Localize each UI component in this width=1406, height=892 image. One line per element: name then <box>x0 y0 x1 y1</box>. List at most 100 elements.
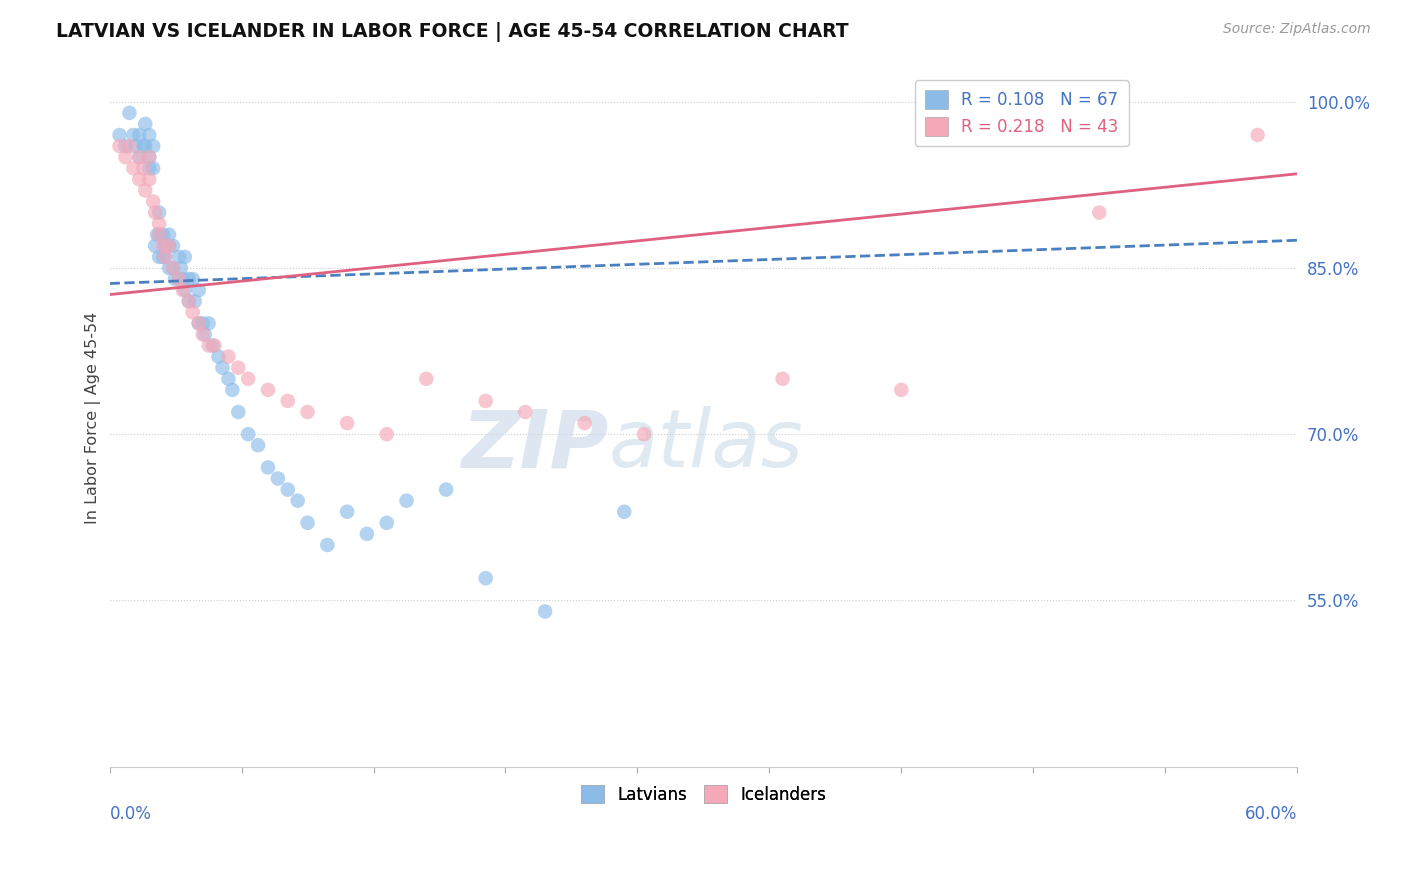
Point <box>153 250 176 264</box>
Point <box>132 139 155 153</box>
Point <box>434 483 457 497</box>
Point <box>142 139 165 153</box>
Text: 60.0%: 60.0% <box>1244 805 1298 823</box>
Point <box>124 139 146 153</box>
Point <box>356 527 378 541</box>
Point <box>633 427 655 442</box>
Point <box>474 571 496 585</box>
Point <box>138 128 160 142</box>
Point <box>173 283 195 297</box>
Text: 0.0%: 0.0% <box>110 805 152 823</box>
Point <box>375 427 398 442</box>
Point <box>395 493 418 508</box>
Point <box>197 338 219 352</box>
Point <box>217 350 239 364</box>
Point <box>238 372 260 386</box>
Point <box>211 360 233 375</box>
Point <box>153 250 176 264</box>
Point <box>148 227 170 242</box>
Point <box>138 150 160 164</box>
Text: atlas: atlas <box>609 407 803 484</box>
Point <box>197 317 219 331</box>
Point <box>162 239 184 253</box>
Point <box>128 150 150 164</box>
Y-axis label: In Labor Force | Age 45-54: In Labor Force | Age 45-54 <box>86 311 101 524</box>
Point <box>134 117 156 131</box>
Point <box>162 260 184 275</box>
Point <box>217 372 239 386</box>
Point <box>167 272 190 286</box>
Point <box>146 227 169 242</box>
Point <box>128 172 150 186</box>
Point <box>108 139 131 153</box>
Point <box>138 150 160 164</box>
Point <box>194 327 217 342</box>
Point <box>163 272 186 286</box>
Point <box>132 161 155 176</box>
Point <box>238 427 260 442</box>
Point <box>152 239 174 253</box>
Point <box>152 227 174 242</box>
Point <box>167 272 190 286</box>
Point <box>201 338 224 352</box>
Point <box>128 128 150 142</box>
Point <box>122 128 145 142</box>
Point <box>167 250 190 264</box>
Point <box>152 250 174 264</box>
Point <box>153 239 176 253</box>
Point <box>415 372 437 386</box>
Point <box>157 239 180 253</box>
Point <box>122 161 145 176</box>
Point <box>375 516 398 530</box>
Text: ZIP: ZIP <box>461 407 609 484</box>
Point <box>148 250 170 264</box>
Point <box>143 205 166 219</box>
Point <box>297 405 319 419</box>
Point <box>890 383 912 397</box>
Point <box>257 383 280 397</box>
Point <box>142 194 165 209</box>
Point <box>772 372 794 386</box>
Point <box>148 227 170 242</box>
Point <box>474 393 496 408</box>
Point <box>187 283 209 297</box>
Point <box>297 516 319 530</box>
Point <box>138 172 160 186</box>
Point <box>118 139 141 153</box>
Point <box>138 161 160 176</box>
Point <box>162 260 184 275</box>
Point <box>177 272 200 286</box>
Point <box>172 272 194 286</box>
Point <box>108 128 131 142</box>
Legend: Latvians, Icelanders: Latvians, Icelanders <box>574 779 832 811</box>
Point <box>574 416 596 430</box>
Point <box>172 283 194 297</box>
Point <box>207 350 229 364</box>
Point <box>204 338 226 352</box>
Point <box>191 327 214 342</box>
Point <box>181 272 204 286</box>
Point <box>134 183 156 197</box>
Point <box>148 205 170 219</box>
Point <box>157 239 180 253</box>
Point <box>187 317 209 331</box>
Point <box>534 604 557 618</box>
Point <box>184 294 207 309</box>
Point <box>187 317 209 331</box>
Point <box>142 161 165 176</box>
Point <box>157 227 180 242</box>
Point <box>267 471 290 485</box>
Point <box>257 460 280 475</box>
Point <box>316 538 339 552</box>
Point <box>128 150 150 164</box>
Point <box>277 483 299 497</box>
Point <box>1246 128 1268 142</box>
Point <box>177 294 200 309</box>
Text: Source: ZipAtlas.com: Source: ZipAtlas.com <box>1223 22 1371 37</box>
Point <box>157 260 180 275</box>
Point <box>287 493 309 508</box>
Point <box>221 383 243 397</box>
Point <box>336 416 359 430</box>
Point <box>226 360 249 375</box>
Point <box>247 438 270 452</box>
